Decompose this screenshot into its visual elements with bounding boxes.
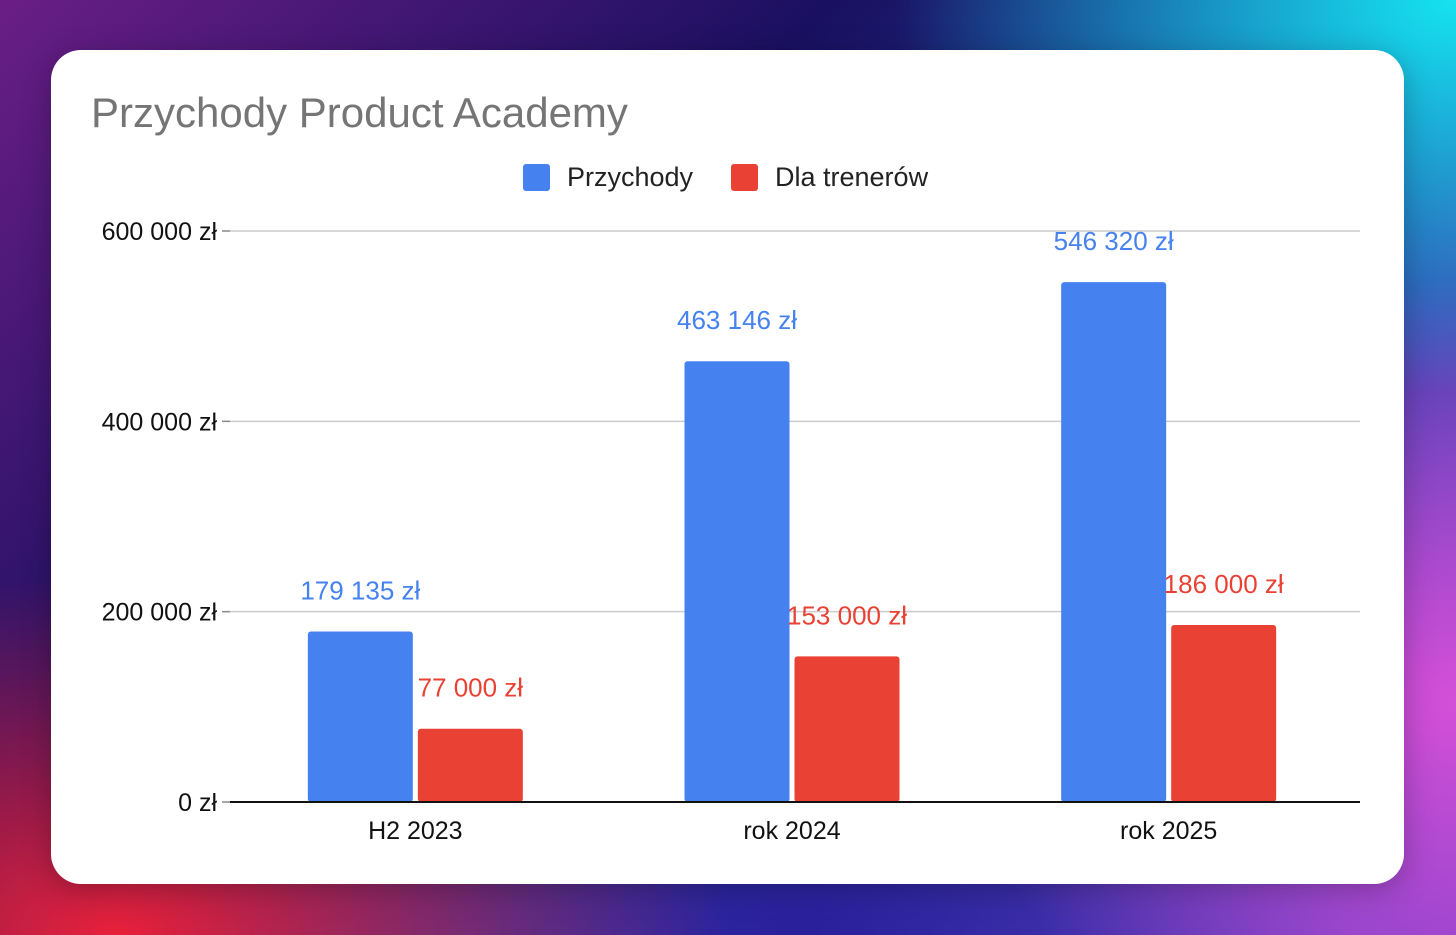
bar-przychody: [1061, 282, 1167, 802]
data-label: 153 000 zł: [787, 600, 907, 630]
x-tick-label: H2 2023: [368, 817, 463, 845]
bar-przychody: [684, 361, 790, 802]
bar-dla-trenerow: [417, 728, 523, 802]
chart-card: Przychody Product Academy Przychody Dla …: [51, 50, 1404, 884]
legend: Przychody Dla trenerów: [523, 162, 929, 192]
bar-chart: Przychody Product Academy Przychody Dla …: [91, 89, 1360, 845]
x-tick-label: rok 2024: [743, 817, 840, 845]
y-tick-label: 200 000 zł: [102, 599, 218, 627]
y-axis-ticks: 0 zł 200 000 zł 400 000 zł 600 000 zł: [102, 218, 230, 817]
chart-title: Przychody Product Academy: [91, 89, 628, 136]
legend-swatch-przychody: [523, 164, 550, 191]
y-tick-label: 600 000 zł: [102, 218, 218, 246]
data-label: 186 000 zł: [1164, 569, 1284, 599]
data-label: 463 146 zł: [677, 305, 797, 335]
bar-dla-trenerow: [794, 656, 900, 802]
data-label: 546 320 zł: [1054, 226, 1174, 256]
data-label: 77 000 zł: [418, 673, 524, 703]
data-label: 179 135 zł: [300, 576, 420, 606]
bar-dla-trenerow: [1171, 624, 1277, 802]
legend-label-dla-trenerow: Dla trenerów: [775, 162, 929, 192]
x-axis-ticks: H2 2023 rok 2024 rok 2025: [368, 817, 1217, 845]
bar-przychody: [307, 631, 413, 802]
x-tick-label: rok 2025: [1120, 817, 1217, 845]
bars: [307, 282, 1277, 802]
legend-swatch-dla-trenerow: [731, 164, 758, 191]
data-labels: 179 135 zł 77 000 zł 463 146 zł 153 000 zł 5…: [300, 226, 1284, 703]
gridlines: [230, 230, 1360, 613]
y-tick-label: 400 000 zł: [102, 408, 218, 436]
y-tick-label: 0 zł: [178, 789, 217, 817]
legend-label-przychody: Przychody: [567, 162, 694, 192]
